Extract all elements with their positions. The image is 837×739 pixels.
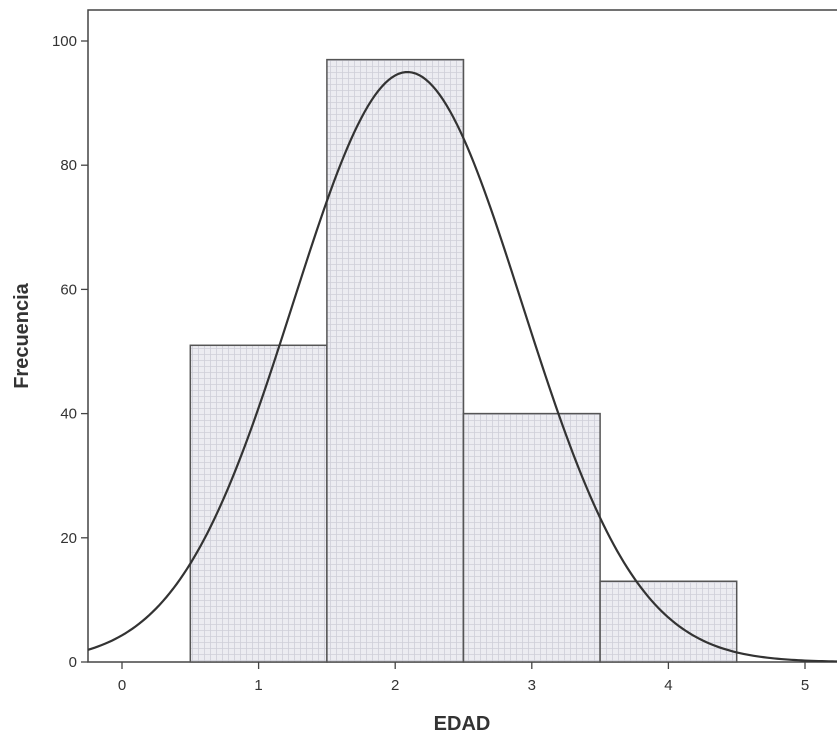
x-tick-label: 4	[664, 677, 672, 694]
x-axis-label: EDAD	[434, 713, 491, 735]
x-axis: 0 1 2 3 4 5	[118, 662, 809, 694]
histogram-bar	[189, 344, 328, 663]
y-axis: 0 20 40 60 80 100	[52, 33, 88, 671]
histogram-bar	[462, 412, 601, 663]
x-tick-label: 2	[391, 677, 399, 694]
y-axis-label: Frecuencia	[11, 282, 33, 388]
normal-curve-layer	[87, 70, 837, 663]
x-tick-label: 5	[801, 677, 809, 694]
bars-layer	[189, 58, 738, 663]
x-tick-label: 0	[118, 677, 126, 694]
normal-curve	[87, 70, 837, 663]
y-tick-label: 40	[60, 406, 77, 423]
y-tick-label: 0	[69, 654, 77, 671]
y-tick-label: 80	[60, 157, 77, 174]
x-tick-label: 1	[254, 677, 262, 694]
histogram-bar	[599, 580, 738, 663]
y-tick-label: 20	[60, 530, 77, 547]
y-tick-label: 100	[52, 33, 77, 50]
x-tick-label: 3	[528, 677, 536, 694]
y-tick-label: 60	[60, 281, 77, 298]
